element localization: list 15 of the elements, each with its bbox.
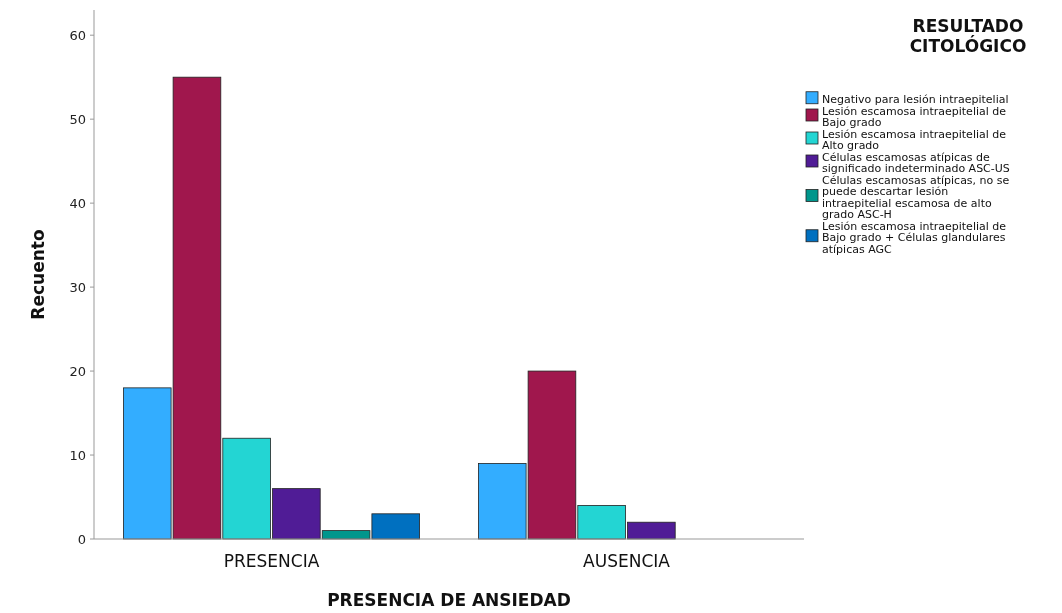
x-tick-label: PRESENCIA <box>223 551 320 571</box>
y-tick-label: 60 <box>69 27 86 43</box>
legend-label: Negativo para lesión intraepitelial <box>822 93 1009 106</box>
y-tick-label: 0 <box>77 531 86 547</box>
legend-title: RESULTADO CITOLÓGICO <box>909 16 1027 56</box>
legend-label: Lesión escamosa intraepitelial de Alto grado <box>822 127 1007 152</box>
x-axis-title: PRESENCIA DE ANSIEDAD <box>327 590 571 610</box>
y-tick-label: 50 <box>69 111 86 127</box>
y-axis-title: Recuento <box>28 229 48 320</box>
y-tick-label: 10 <box>69 447 86 463</box>
y-tick-label: 20 <box>69 363 86 379</box>
legend-label: Células escamosas atípicas de significado indeterminado ASC-US <box>822 150 1010 175</box>
y-tick-label: 40 <box>69 195 86 211</box>
x-tick-label: AUSENCIA <box>583 551 671 571</box>
y-tick-label: 30 <box>69 279 86 295</box>
